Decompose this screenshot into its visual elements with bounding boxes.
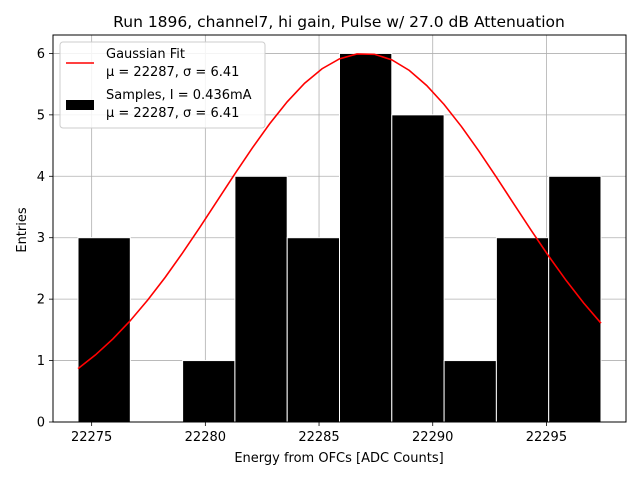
y-tick-label: 2 — [37, 293, 45, 308]
x-tick-label: 22290 — [412, 430, 453, 445]
histogram-bar — [548, 175, 602, 423]
x-tick-label: 22280 — [185, 430, 226, 445]
x-tick-label: 22285 — [298, 430, 339, 445]
legend-box — [59, 41, 266, 129]
histogram-bar — [339, 52, 393, 423]
legend-samples-label: Samples, I = 0.436mA — [106, 88, 252, 103]
legend-samples-swatch — [66, 100, 94, 110]
legend: Gaussian Fit μ = 22287, σ = 6.41 Samples… — [59, 41, 266, 129]
histogram-bar — [182, 360, 236, 423]
histogram-bar — [234, 175, 288, 423]
y-tick-label: 1 — [37, 354, 45, 369]
histogram-bar — [443, 360, 497, 423]
chart-title: Run 1896, channel7, hi gain, Pulse w/ 27… — [113, 13, 565, 31]
y-tick-label: 6 — [37, 47, 45, 62]
x-axis-label: Energy from OFCs [ADC Counts] — [234, 451, 443, 466]
histogram-bar — [495, 237, 550, 423]
fit-line — [77, 53, 602, 370]
y-tick-label: 3 — [37, 231, 45, 246]
legend-fit-label: Gaussian Fit — [106, 47, 185, 62]
histogram-bar — [391, 114, 445, 423]
gaussian-fit-curve — [77, 53, 602, 370]
y-axis-label: Entries — [15, 207, 30, 253]
y-tick-label: 5 — [37, 108, 45, 123]
legend-fit-params: μ = 22287, σ = 6.41 — [106, 65, 239, 80]
legend-samples-params: μ = 22287, σ = 6.41 — [106, 106, 239, 121]
x-tick-label: 22295 — [526, 430, 567, 445]
y-tick-label: 4 — [37, 170, 45, 185]
histogram-bar — [286, 237, 341, 423]
plot-frame — [52, 34, 627, 423]
y-tick-label: 0 — [37, 416, 45, 431]
x-tick-label: 22275 — [71, 430, 112, 445]
y-axis-ticks: 0 1 2 3 4 5 6 — [37, 47, 53, 431]
x-axis-ticks: 22275 22280 22285 22290 22295 — [71, 422, 567, 445]
